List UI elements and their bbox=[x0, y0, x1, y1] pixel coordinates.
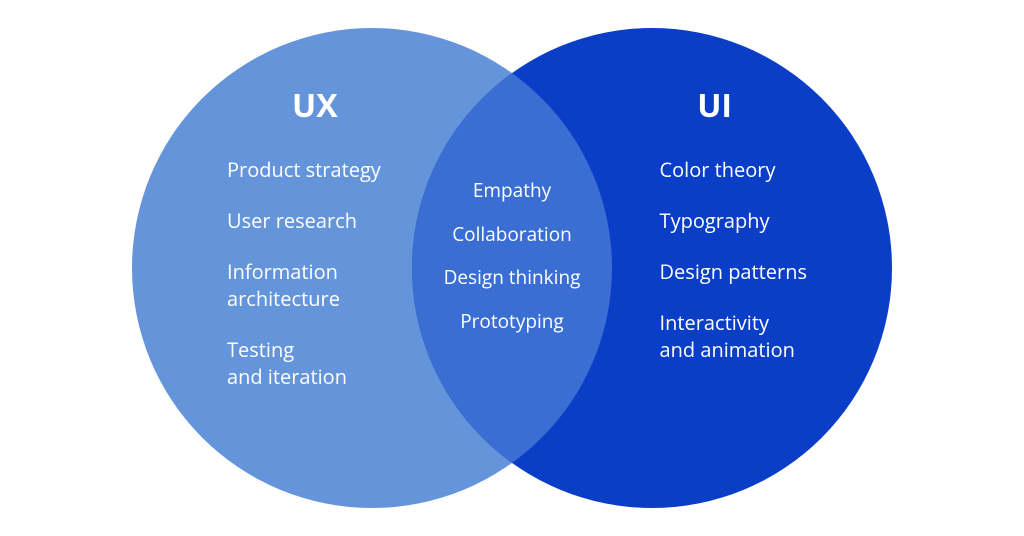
intersection-item: Empathy bbox=[444, 178, 581, 204]
ux-item: Product strategy bbox=[227, 156, 381, 183]
venn-diagram: UX UI Product strategy User research Inf… bbox=[132, 28, 892, 508]
ux-item: Informationarchitecture bbox=[227, 258, 381, 312]
intersection-items-list: Empathy Collaboration Design thinking Pr… bbox=[444, 178, 581, 353]
ui-item: Interactivityand animation bbox=[660, 309, 807, 363]
ux-item: Testingand iteration bbox=[227, 336, 381, 390]
intersection-item: Design thinking bbox=[444, 265, 581, 291]
ui-item: Design patterns bbox=[660, 258, 807, 285]
intersection-item: Prototyping bbox=[444, 309, 581, 335]
ui-item: Color theory bbox=[660, 156, 807, 183]
ui-items-list: Color theory Typography Design patterns … bbox=[660, 156, 807, 387]
ux-items-list: Product strategy User research Informati… bbox=[227, 156, 381, 414]
intersection-item: Collaboration bbox=[444, 222, 581, 248]
ui-heading: UI bbox=[697, 84, 732, 127]
ux-heading: UX bbox=[292, 84, 338, 127]
ux-item: User research bbox=[227, 207, 381, 234]
ui-item: Typography bbox=[660, 207, 807, 234]
